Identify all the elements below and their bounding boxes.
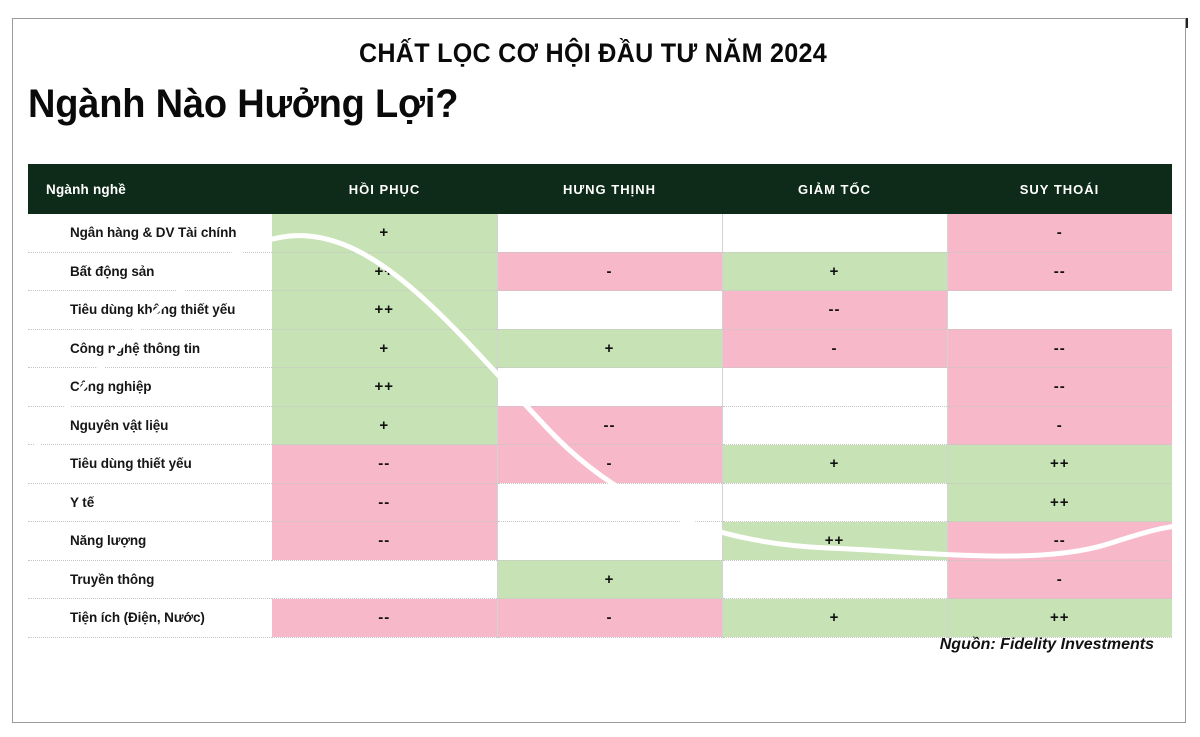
rating-cell: -- <box>272 598 498 638</box>
table-row: Tiện ích (Điện, Nước) -- - + ++ <box>28 598 1172 638</box>
table-row: Y tế -- ++ <box>28 483 1172 522</box>
column-header-recession: SUY THOÁI <box>947 164 1172 214</box>
rating-cell: - <box>497 444 723 484</box>
rating-cell: + <box>722 444 948 484</box>
rating-cell <box>497 214 723 253</box>
rating-cell <box>497 483 723 522</box>
sector-label: Bất động sản <box>28 252 272 291</box>
rating-cell: - <box>947 214 1172 253</box>
sector-label: Nguyên vật liệu <box>28 406 272 445</box>
column-header-expansion: HƯNG THỊNH <box>497 164 722 214</box>
table-row: Bất động sản ++ - + -- <box>28 252 1172 291</box>
page-headline: CHẤT LỌC CƠ HỘI ĐẦU TƯ NĂM 2024 <box>358 38 828 68</box>
matrix-head: Ngành nghề HỒI PHỤC HƯNG THỊNH GIẢM TỐC … <box>28 164 1172 214</box>
rating-cell: -- <box>722 290 948 330</box>
rating-cell: - <box>947 406 1172 445</box>
rating-cell <box>497 521 723 561</box>
rating-cell: ++ <box>272 367 498 407</box>
rating-cell: - <box>722 329 948 368</box>
rating-cell: + <box>272 214 498 253</box>
table-row: Công nghệ thông tin + + - -- <box>28 329 1172 368</box>
rating-cell: - <box>497 252 723 291</box>
sector-label: Y tế <box>28 483 272 522</box>
table-row: Nguyên vật liệu + -- - <box>28 406 1172 445</box>
rating-cell: ++ <box>947 483 1172 522</box>
rating-cell: + <box>497 560 723 599</box>
rating-cell: -- <box>947 329 1172 368</box>
sector-label: Năng lượng <box>28 521 272 561</box>
rating-cell: + <box>722 252 948 291</box>
page-subheadline: Ngành Nào Hưởng Lợi? <box>28 82 459 126</box>
sector-label: Tiêu dùng không thiết yếu <box>28 290 272 330</box>
rating-cell <box>947 290 1172 330</box>
rating-cell: ++ <box>272 290 498 330</box>
column-header-slowdown: GIẢM TỐC <box>722 164 947 214</box>
table-row: Năng lượng -- ++ -- <box>28 521 1172 561</box>
rating-cell <box>722 367 948 407</box>
header-row: Ngành nghề HỒI PHỤC HƯNG THỊNH GIẢM TỐC … <box>28 164 1172 214</box>
sector-label: Công nghiệp <box>28 367 272 407</box>
rating-cell <box>497 290 723 330</box>
rating-cell: ++ <box>947 598 1172 638</box>
rating-cell: + <box>272 406 498 445</box>
matrix-body: Ngân hàng & DV Tài chính + - Bất động sản ++… <box>28 214 1172 638</box>
sector-label: Công nghệ thông tin <box>28 329 272 368</box>
rating-cell: ++ <box>947 444 1172 484</box>
rating-cell <box>497 367 723 407</box>
rating-cell: -- <box>272 483 498 522</box>
sector-cycle-matrix: Ngành nghề HỒI PHỤC HƯNG THỊNH GIẢM TỐC … <box>28 164 1172 638</box>
rating-cell: - <box>947 560 1172 599</box>
matrix-table: Ngành nghề HỒI PHỤC HƯNG THỊNH GIẢM TỐC … <box>28 164 1172 638</box>
rating-cell: -- <box>947 367 1172 407</box>
rating-cell: -- <box>947 252 1172 291</box>
column-header-recovery: HỒI PHỤC <box>272 164 497 214</box>
rating-cell: -- <box>947 521 1172 561</box>
rating-cell: -- <box>272 444 498 484</box>
sector-label: Tiêu dùng thiết yếu <box>28 444 272 484</box>
rating-cell: ++ <box>272 252 498 291</box>
rating-cell <box>722 483 948 522</box>
rating-cell <box>722 406 948 445</box>
rating-cell: + <box>497 329 723 368</box>
rating-cell <box>272 560 498 599</box>
source-attribution: Nguồn: Fidelity Investments <box>939 636 1154 653</box>
rating-cell <box>722 214 948 253</box>
sector-label: Truyền thông <box>28 560 272 599</box>
rating-cell <box>722 560 948 599</box>
rating-cell: -- <box>272 521 498 561</box>
sector-label: Ngân hàng & DV Tài chính <box>28 214 272 253</box>
rating-cell: - <box>497 598 723 638</box>
sector-label: Tiện ích (Điện, Nước) <box>28 598 272 638</box>
rating-cell: ++ <box>722 521 948 561</box>
column-header-sector: Ngành nghề <box>28 164 272 214</box>
rating-cell: -- <box>497 406 723 445</box>
table-row: Tiêu dùng thiết yếu -- - + ++ <box>28 444 1172 484</box>
table-row: Truyền thông + - <box>28 560 1172 599</box>
table-row: Tiêu dùng không thiết yếu ++ -- <box>28 290 1172 330</box>
table-row: Công nghiệp ++ -- <box>28 367 1172 407</box>
rating-cell: + <box>272 329 498 368</box>
rating-cell: + <box>722 598 948 638</box>
table-row: Ngân hàng & DV Tài chính + - <box>28 214 1172 253</box>
